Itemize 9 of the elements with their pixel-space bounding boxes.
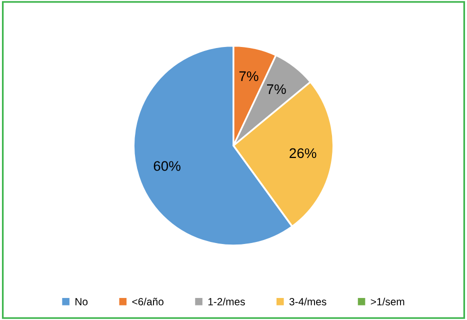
data-label: 7% — [239, 71, 258, 82]
legend-label: 1-2/mes — [208, 298, 245, 306]
legend-label: No — [76, 298, 88, 306]
data-label: 7% — [267, 84, 286, 94]
legend-label: <6/año — [132, 298, 164, 306]
legend-label: >1/sem — [370, 298, 404, 306]
data-label: 26% — [290, 148, 316, 158]
data-label: 60% — [154, 161, 180, 171]
legend-label: 3-4/mes — [289, 298, 326, 306]
